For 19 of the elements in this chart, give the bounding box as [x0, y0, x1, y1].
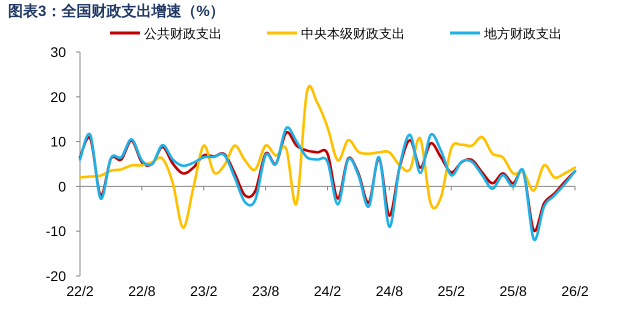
- x-tick-label: 26/2: [561, 283, 589, 299]
- legend-label: 公共财政支出: [144, 26, 222, 41]
- legend-label: 中央本级财政支出: [301, 26, 405, 41]
- x-tick-label: 23/2: [190, 283, 218, 299]
- x-tick-label: 25/2: [438, 283, 466, 299]
- x-tick-label: 24/8: [376, 283, 404, 299]
- x-tick-label: 22/8: [128, 283, 156, 299]
- y-tick-label: 20: [50, 88, 66, 105]
- chart-title: 图表3：全国财政支出增速（%）: [8, 3, 225, 20]
- legend-label: 地方财政支出: [483, 26, 562, 41]
- x-tick-label: 25/8: [500, 283, 527, 299]
- y-tick-label: -10: [46, 223, 66, 240]
- y-tick-label: 10: [50, 134, 66, 150]
- y-tick-label: 0: [58, 178, 66, 194]
- x-tick-label: 24/2: [314, 283, 342, 299]
- y-tick-label: -20: [46, 268, 66, 284]
- y-tick-label: 30: [50, 44, 66, 60]
- x-tick-label: 23/8: [252, 283, 280, 299]
- x-tick-label: 22/2: [66, 283, 94, 299]
